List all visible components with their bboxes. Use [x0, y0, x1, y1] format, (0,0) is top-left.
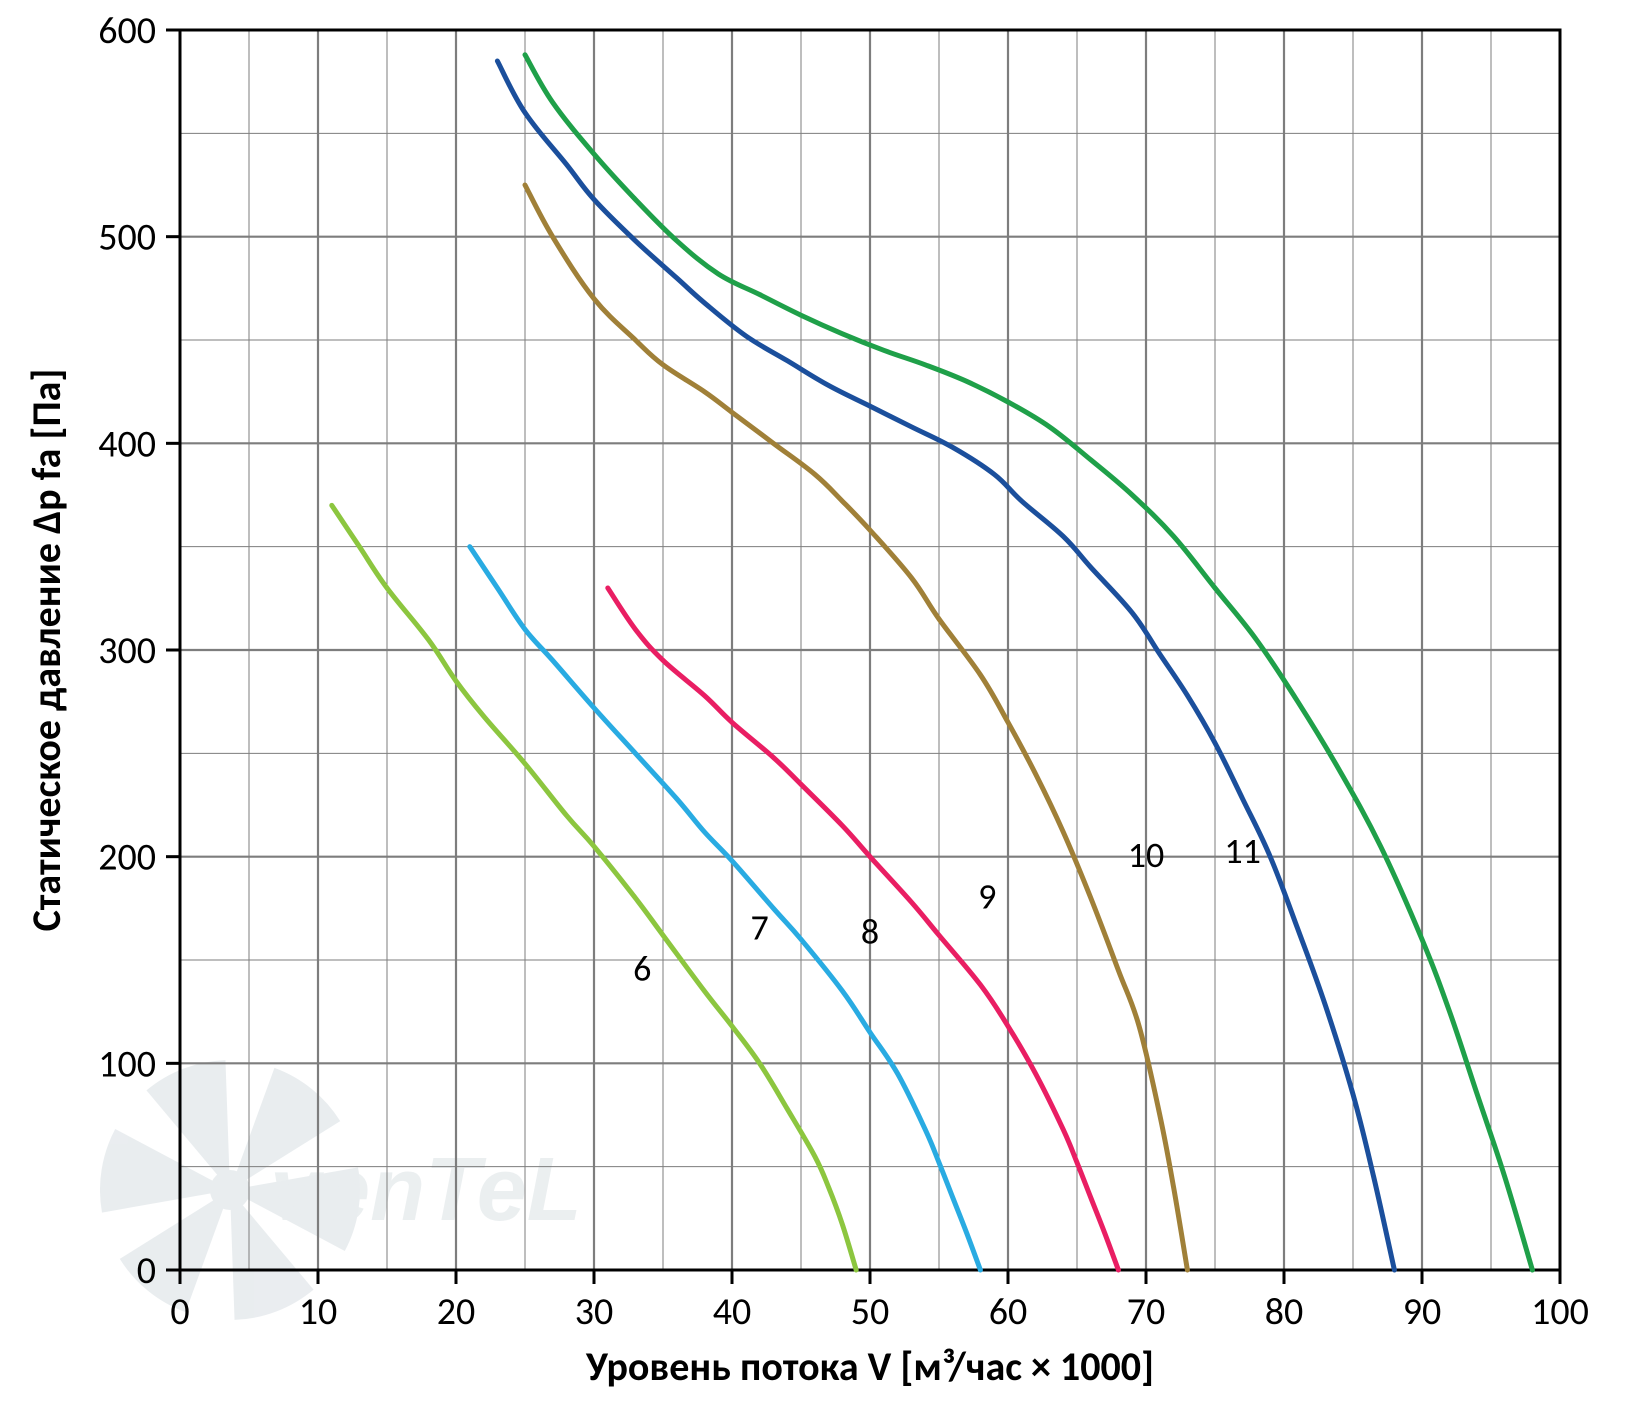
x-tick-label: 0	[170, 1289, 189, 1335]
x-tick-label: 20	[437, 1289, 476, 1335]
x-tick-label: 40	[713, 1289, 752, 1335]
x-tick-label: 50	[851, 1289, 890, 1335]
curve-label-6: 6	[633, 947, 651, 991]
y-tick-label: 400	[98, 421, 156, 467]
y-axis-label: Статическое давление Δp fa [Па]	[22, 369, 71, 932]
curve-label-7: 7	[750, 905, 768, 949]
watermark-text: venTeL	[270, 1140, 582, 1240]
y-tick-label: 200	[98, 835, 156, 881]
y-tick-label: 300	[98, 628, 156, 674]
chart-container: venTeL 0 10 20 30 40 50 60 70 80 90 100 0 100 200 300 40…	[0, 0, 1627, 1401]
x-tick-label: 60	[989, 1289, 1028, 1335]
y-tick-label: 600	[98, 8, 156, 54]
x-tick-label: 80	[1265, 1289, 1304, 1335]
curve-label-8: 8	[861, 909, 879, 953]
curve-label-11: 11	[1224, 829, 1261, 873]
x-tick-label: 30	[575, 1289, 614, 1335]
y-tick-label: 100	[98, 1041, 156, 1087]
x-tick-label: 70	[1127, 1289, 1166, 1335]
x-axis-label: Уровень потока V [м³/час × 1000]	[585, 1342, 1154, 1391]
y-tick-label: 0	[137, 1248, 156, 1294]
y-tick-label: 500	[98, 215, 156, 261]
x-tick-label: 100	[1531, 1289, 1589, 1335]
curve-label-10: 10	[1128, 833, 1165, 877]
x-tick-label: 90	[1403, 1289, 1442, 1335]
x-tick-label: 10	[299, 1289, 338, 1335]
fan-curve-chart: venTeL 0 10 20 30 40 50 60 70 80 90 100 0 100 200 300 40…	[0, 0, 1627, 1401]
curve-label-9: 9	[978, 874, 996, 918]
